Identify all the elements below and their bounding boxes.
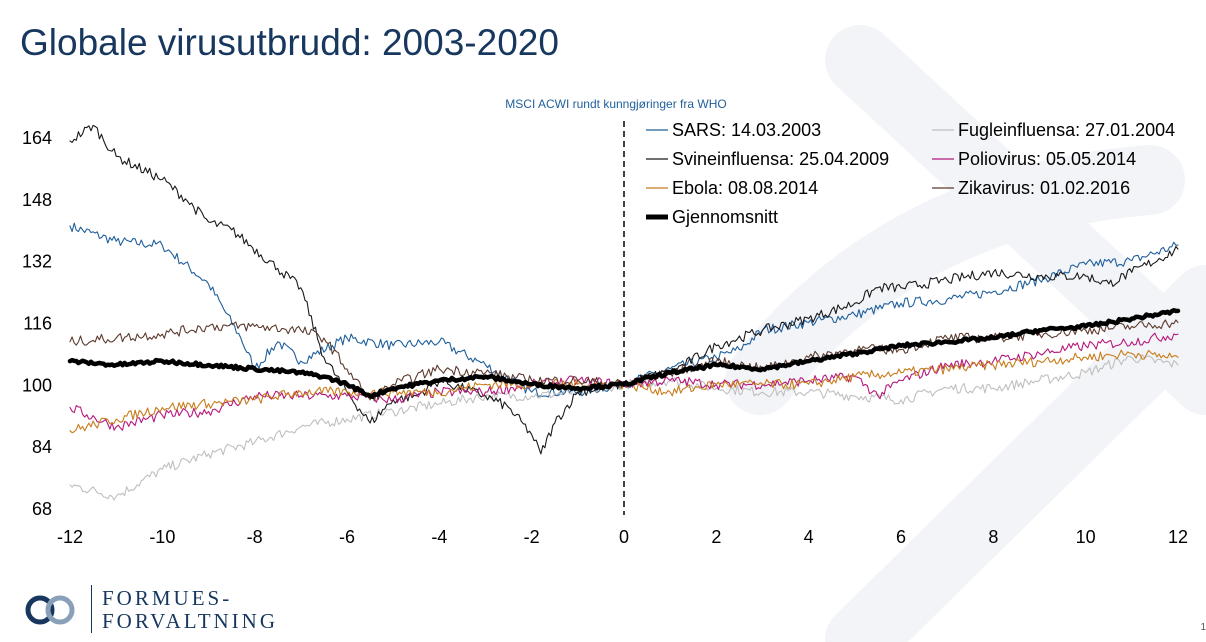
x-tick-label: -2 — [524, 527, 540, 547]
logo-divider — [91, 585, 92, 633]
legend-label-7: Gjennomsnitt — [672, 207, 778, 227]
legend-label-4: Poliovirus: 05.05.2014 — [958, 149, 1136, 169]
x-tick-label: 10 — [1076, 527, 1096, 547]
y-tick-label: 84 — [32, 437, 52, 457]
legend-label-2: Fugleinfluensa: 27.01.2004 — [958, 120, 1175, 140]
y-tick-label: 68 — [32, 499, 52, 519]
legend-label-6: Zikavirus: 01.02.2016 — [958, 178, 1130, 198]
logo-line-1: FORMUES- — [102, 586, 233, 610]
page-title: Globale virusutbrudd: 2003-2020 — [20, 22, 559, 63]
series-line-7 — [67, 307, 1181, 400]
x-tick-label: -6 — [339, 527, 355, 547]
legend-label-3: Svineinfluensa: 25.04.2009 — [672, 149, 889, 169]
x-tick-label: 0 — [619, 527, 629, 547]
legend-label-1: SARS: 14.03.2003 — [672, 120, 821, 140]
x-tick-label: 6 — [896, 527, 906, 547]
x-tick-label: -8 — [247, 527, 263, 547]
x-tick-label: -10 — [149, 527, 175, 547]
logo-text: FORMUES- FORVALTNING — [102, 587, 278, 633]
x-tick-label: 4 — [804, 527, 814, 547]
y-tick-label: 116 — [23, 314, 52, 334]
x-tick-label: 2 — [711, 527, 721, 547]
x-tick-label: 8 — [988, 527, 998, 547]
y-tick-label: 164 — [22, 128, 52, 148]
y-tick-label: 132 — [22, 252, 52, 272]
line-chart: MSCI ACWI rundt kunngjøringer fra WHO688… — [22, 97, 1188, 547]
logo-line-2: FORVALTNING — [102, 609, 279, 633]
y-tick-label: 100 — [22, 375, 52, 395]
y-tick-label: 148 — [22, 190, 52, 210]
chart-subtitle: MSCI ACWI rundt kunngjøringer fra WHO — [505, 97, 726, 111]
series-line-1 — [69, 222, 1179, 398]
page-number: 1 — [1200, 622, 1206, 633]
company-logo: FORMUES- FORVALTNING — [22, 585, 275, 635]
legend-label-5: Ebola: 08.08.2014 — [672, 178, 818, 198]
x-tick-label: -4 — [431, 527, 447, 547]
logo-knot-icon — [25, 595, 75, 625]
x-tick-label: -12 — [57, 527, 83, 547]
x-tick-label: 12 — [1168, 527, 1188, 547]
